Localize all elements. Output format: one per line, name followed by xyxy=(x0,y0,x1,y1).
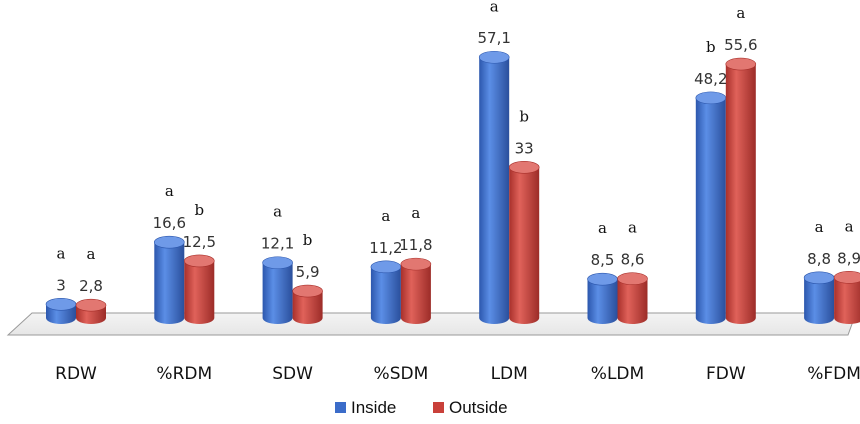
bar-outside-pct-ldm xyxy=(617,272,648,324)
bar-outside-sdw xyxy=(292,284,323,324)
category-label-sdw: SDW xyxy=(272,364,313,384)
bar-cap xyxy=(75,298,107,312)
value-label-outside-pct-sdm: 11,8 xyxy=(399,236,432,254)
bar-cap xyxy=(292,284,323,298)
significance-letter-outside-fdw: a xyxy=(736,4,745,22)
significance-letter-outside-pct-sdm: a xyxy=(411,204,420,222)
value-label-inside-pct-sdm: 11,2 xyxy=(369,239,402,257)
category-label-pct-sdm: %SDM xyxy=(374,364,429,384)
legend-label-inside: Inside xyxy=(351,398,396,417)
significance-letter-inside-pct-fdm: a xyxy=(815,218,824,236)
bar-cap xyxy=(508,161,540,174)
bar-body xyxy=(262,262,293,324)
bar-cap xyxy=(370,260,402,274)
significance-letter-inside-rdw: a xyxy=(57,244,66,262)
bar-inside-sdw xyxy=(262,256,293,324)
bar-cap xyxy=(587,272,618,286)
bar-outside-pct-rdm xyxy=(184,254,215,324)
significance-letter-outside-pct-ldm: a xyxy=(628,219,637,237)
bar-body xyxy=(400,264,431,324)
legend-swatch-inside xyxy=(335,402,346,413)
significance-letter-outside-rdw: a xyxy=(87,245,96,263)
bars-layer xyxy=(45,50,860,325)
value-label-inside-pct-fdm: 8,8 xyxy=(807,250,831,268)
bar-inside-rdw xyxy=(45,297,77,324)
bar-body xyxy=(695,97,726,325)
significance-letter-inside-pct-sdm: a xyxy=(381,207,390,225)
value-label-inside-fdw: 48,2 xyxy=(694,70,727,88)
category-label-fdw: FDW xyxy=(706,364,746,384)
legend-swatch-outside xyxy=(433,402,444,413)
bar-body xyxy=(834,277,860,324)
significance-letter-inside-pct-ldm: a xyxy=(598,219,607,237)
value-label-outside-pct-rdm: 12,5 xyxy=(183,233,216,251)
bar-inside-ldm xyxy=(478,50,510,324)
bar-inside-pct-ldm xyxy=(587,272,618,324)
bar-body xyxy=(587,279,618,324)
value-label-outside-sdw: 5,9 xyxy=(296,263,320,281)
significance-letter-inside-ldm: a xyxy=(490,0,499,15)
value-label-outside-pct-fdm: 8,9 xyxy=(837,249,860,267)
legend-label-outside: Outside xyxy=(449,398,508,417)
significance-letter-inside-fdw: b xyxy=(706,38,716,56)
value-label-inside-rdw: 3 xyxy=(56,276,66,294)
category-label-pct-rdm: %RDM xyxy=(156,364,212,384)
category-label-pct-ldm: %LDM xyxy=(591,364,644,384)
bar-cap xyxy=(833,271,860,284)
significance-letter-inside-sdw: a xyxy=(273,203,282,221)
value-label-outside-rdw: 2,8 xyxy=(79,277,103,295)
bar-body xyxy=(804,277,835,324)
bar-inside-pct-sdm xyxy=(370,260,402,324)
bar-cap xyxy=(617,272,648,286)
bar-outside-pct-fdm xyxy=(833,271,860,324)
value-label-outside-pct-ldm: 8,6 xyxy=(621,251,645,269)
category-label-rdw: RDW xyxy=(55,364,97,384)
bar-cap xyxy=(478,50,510,64)
bar-inside-fdw xyxy=(695,91,727,325)
bar-cap xyxy=(803,271,835,285)
bar-body xyxy=(617,278,648,324)
bar-cap xyxy=(184,254,215,268)
bar-outside-fdw xyxy=(725,57,757,325)
bar-cap xyxy=(262,256,293,270)
bar-cap xyxy=(400,257,432,271)
bar-cap xyxy=(154,235,185,249)
bar-outside-rdw xyxy=(75,298,107,324)
bar-outside-ldm xyxy=(508,161,540,324)
bar-inside-pct-fdm xyxy=(803,271,835,324)
significance-letter-outside-ldm: b xyxy=(519,107,529,125)
legend: Inside Outside xyxy=(335,398,508,417)
bar-body xyxy=(370,266,401,324)
bar-inside-pct-rdm xyxy=(154,235,185,324)
value-label-inside-pct-rdm: 16,6 xyxy=(153,214,186,232)
category-label-pct-fdm: %FDM xyxy=(807,364,860,384)
significance-letter-outside-pct-rdm: b xyxy=(194,201,204,219)
bar-cap xyxy=(45,297,77,311)
bar-body xyxy=(509,167,540,324)
value-label-outside-fdw: 55,6 xyxy=(724,36,757,54)
significance-letter-outside-pct-fdm: a xyxy=(845,217,854,235)
bar-body xyxy=(154,242,185,324)
value-label-inside-ldm: 57,1 xyxy=(477,29,510,47)
category-label-ldm: LDM xyxy=(491,364,528,384)
bar-body xyxy=(292,291,323,324)
bar-outside-pct-sdm xyxy=(400,257,432,324)
bar-body xyxy=(184,260,215,324)
bar-body xyxy=(479,57,510,324)
bar-cap xyxy=(695,91,727,105)
value-label-outside-ldm: 33 xyxy=(515,139,534,157)
value-label-inside-sdw: 12,1 xyxy=(261,235,294,253)
bar-cap xyxy=(725,57,757,71)
labels-layer: 3 a 2,8 a RDW 16,6 a 12,5 b %RDM 12,1 a 5,9 b SDW 11,2 a… xyxy=(55,0,860,384)
bar-body xyxy=(725,64,756,325)
value-label-inside-pct-ldm: 8,5 xyxy=(591,251,615,269)
significance-letter-inside-pct-rdm: a xyxy=(165,182,174,200)
significance-letter-outside-sdw: b xyxy=(303,231,313,249)
